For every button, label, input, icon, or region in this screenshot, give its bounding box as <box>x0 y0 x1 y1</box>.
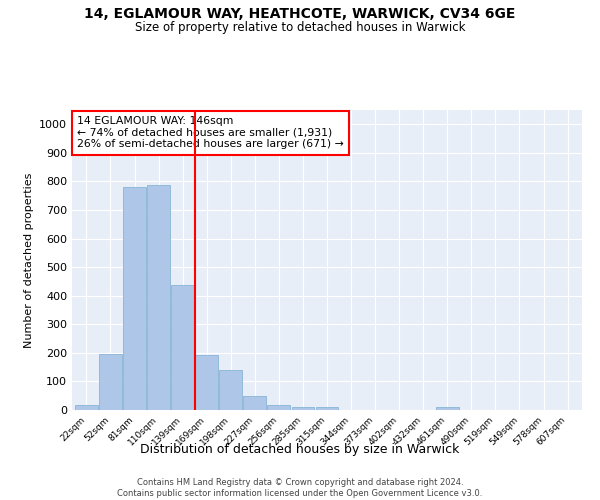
Bar <box>316 407 338 410</box>
Bar <box>268 406 290 410</box>
Bar <box>171 285 194 410</box>
Bar <box>99 354 122 410</box>
Text: Size of property relative to detached houses in Warwick: Size of property relative to detached ho… <box>135 21 465 34</box>
Bar <box>195 356 218 410</box>
Bar <box>75 405 98 410</box>
Bar <box>244 396 266 410</box>
Bar <box>292 407 314 410</box>
Text: Distribution of detached houses by size in Warwick: Distribution of detached houses by size … <box>140 442 460 456</box>
Y-axis label: Number of detached properties: Number of detached properties <box>23 172 34 348</box>
Bar <box>220 370 242 410</box>
Bar <box>436 407 459 410</box>
Bar <box>147 184 170 410</box>
Bar <box>123 186 146 410</box>
Text: 14, EGLAMOUR WAY, HEATHCOTE, WARWICK, CV34 6GE: 14, EGLAMOUR WAY, HEATHCOTE, WARWICK, CV… <box>85 8 515 22</box>
Text: Contains HM Land Registry data © Crown copyright and database right 2024.
Contai: Contains HM Land Registry data © Crown c… <box>118 478 482 498</box>
Text: 14 EGLAMOUR WAY: 146sqm
← 74% of detached houses are smaller (1,931)
26% of semi: 14 EGLAMOUR WAY: 146sqm ← 74% of detache… <box>77 116 344 149</box>
